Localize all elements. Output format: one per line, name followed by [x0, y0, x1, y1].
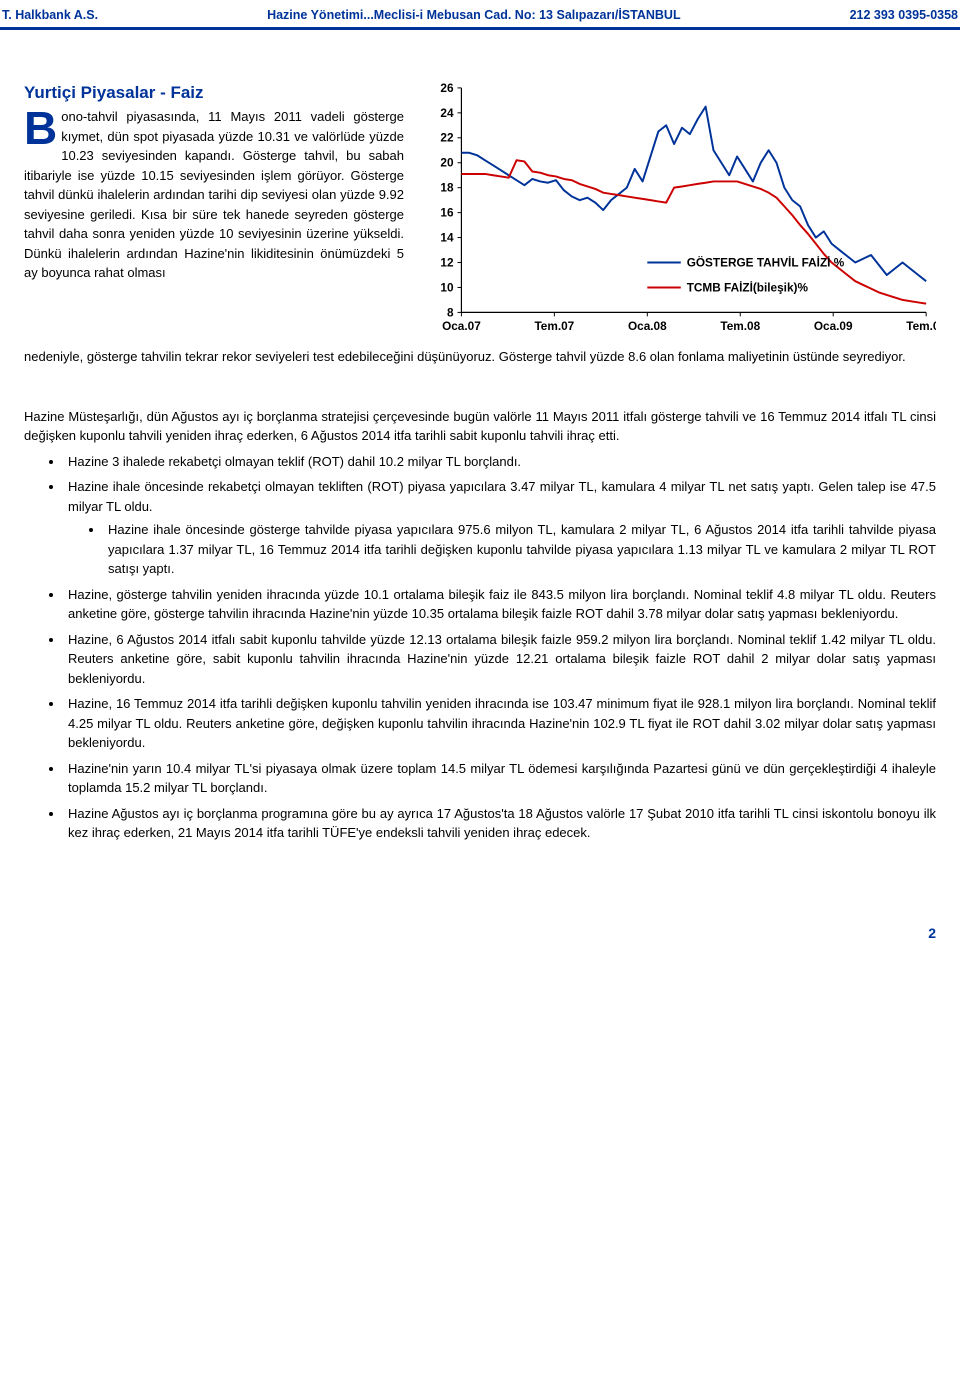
bullet-item: Hazine ihale öncesinde rekabetçi olmayan… [64, 477, 936, 579]
article-body: Bono-tahvil piyasasında, 11 Mayıs 2011 v… [24, 107, 404, 283]
bullet-item: Hazine, gösterge tahvilin yeniden ihracı… [64, 585, 936, 624]
header-right: 212 393 0395-0358 [850, 6, 958, 25]
svg-text:Tem.08: Tem.08 [720, 319, 760, 333]
svg-text:GÖSTERGE TAHVİL FAİZİ %: GÖSTERGE TAHVİL FAİZİ % [687, 255, 845, 269]
bullet-item: Hazine Ağustos ayı iç borçlanma programı… [64, 804, 936, 843]
bullet-item: Hazine 3 ihalede rekabetçi olmayan tekli… [64, 452, 936, 472]
svg-text:TCMB FAİZİ(bileşik)%: TCMB FAİZİ(bileşik)% [687, 280, 809, 294]
article-text-column: Yurtiçi Piyasalar - Faiz Bono-tahvil piy… [24, 80, 404, 346]
chart-column: 8 10 12 14 16 18 20 22 24 26 Oca.07 Tem.07 Oca.08 Tem… [424, 80, 936, 346]
sub-bullets: Hazine ihale öncesinde gösterge tahvilde… [104, 520, 936, 579]
bullet-item: Hazine, 6 Ağustos 2014 itfalı sabit kupo… [64, 630, 936, 689]
svg-text:8: 8 [447, 305, 454, 319]
header-left: T. Halkbank A.S. [2, 6, 98, 25]
svg-text:12: 12 [440, 255, 454, 269]
article-follow-text: nedeniyle, gösterge tahvilin tekrar reko… [24, 347, 936, 367]
section2-bullets: Hazine 3 ihalede rekabetçi olmayan tekli… [64, 452, 936, 843]
article-title: Yurtiçi Piyasalar - Faiz [24, 80, 404, 106]
article-row: Yurtiçi Piyasalar - Faiz Bono-tahvil piy… [24, 80, 936, 346]
svg-text:Tem.09: Tem.09 [906, 319, 936, 333]
svg-text:16: 16 [440, 205, 454, 219]
dropcap: B [24, 107, 61, 147]
interest-rate-chart: 8 10 12 14 16 18 20 22 24 26 Oca.07 Tem.07 Oca.08 Tem… [424, 80, 936, 340]
svg-text:26: 26 [440, 81, 454, 95]
bullet-item: Hazine'nin yarın 10.4 milyar TL'si piyas… [64, 759, 936, 798]
svg-text:Oca.09: Oca.09 [814, 319, 853, 333]
header-bar: T. Halkbank A.S. Hazine Yönetimi...Mecli… [0, 0, 960, 30]
svg-text:24: 24 [440, 106, 454, 120]
bullet-item: Hazine, 16 Temmuz 2014 itfa tarihli deği… [64, 694, 936, 753]
header-center: Hazine Yönetimi...Meclisi-i Mebusan Cad.… [98, 6, 849, 25]
page-content: Yurtiçi Piyasalar - Faiz Bono-tahvil piy… [0, 30, 960, 843]
svg-text:14: 14 [440, 230, 454, 244]
svg-text:Oca.08: Oca.08 [628, 319, 667, 333]
svg-text:22: 22 [440, 130, 454, 144]
svg-text:20: 20 [440, 155, 454, 169]
page-number: 2 [0, 923, 960, 944]
svg-text:18: 18 [440, 180, 454, 194]
svg-text:10: 10 [440, 280, 454, 294]
spacer [24, 367, 936, 407]
section2-intro: Hazine Müsteşarlığı, dün Ağustos ayı iç … [24, 407, 936, 446]
sub-bullet-item: Hazine ihale öncesinde gösterge tahvilde… [104, 520, 936, 579]
bullet-text: Hazine ihale öncesinde rekabetçi olmayan… [68, 479, 936, 514]
article-body-text: ono-tahvil piyasasında, 11 Mayıs 2011 va… [24, 109, 404, 280]
svg-text:Tem.07: Tem.07 [534, 319, 574, 333]
svg-text:Oca.07: Oca.07 [442, 319, 481, 333]
